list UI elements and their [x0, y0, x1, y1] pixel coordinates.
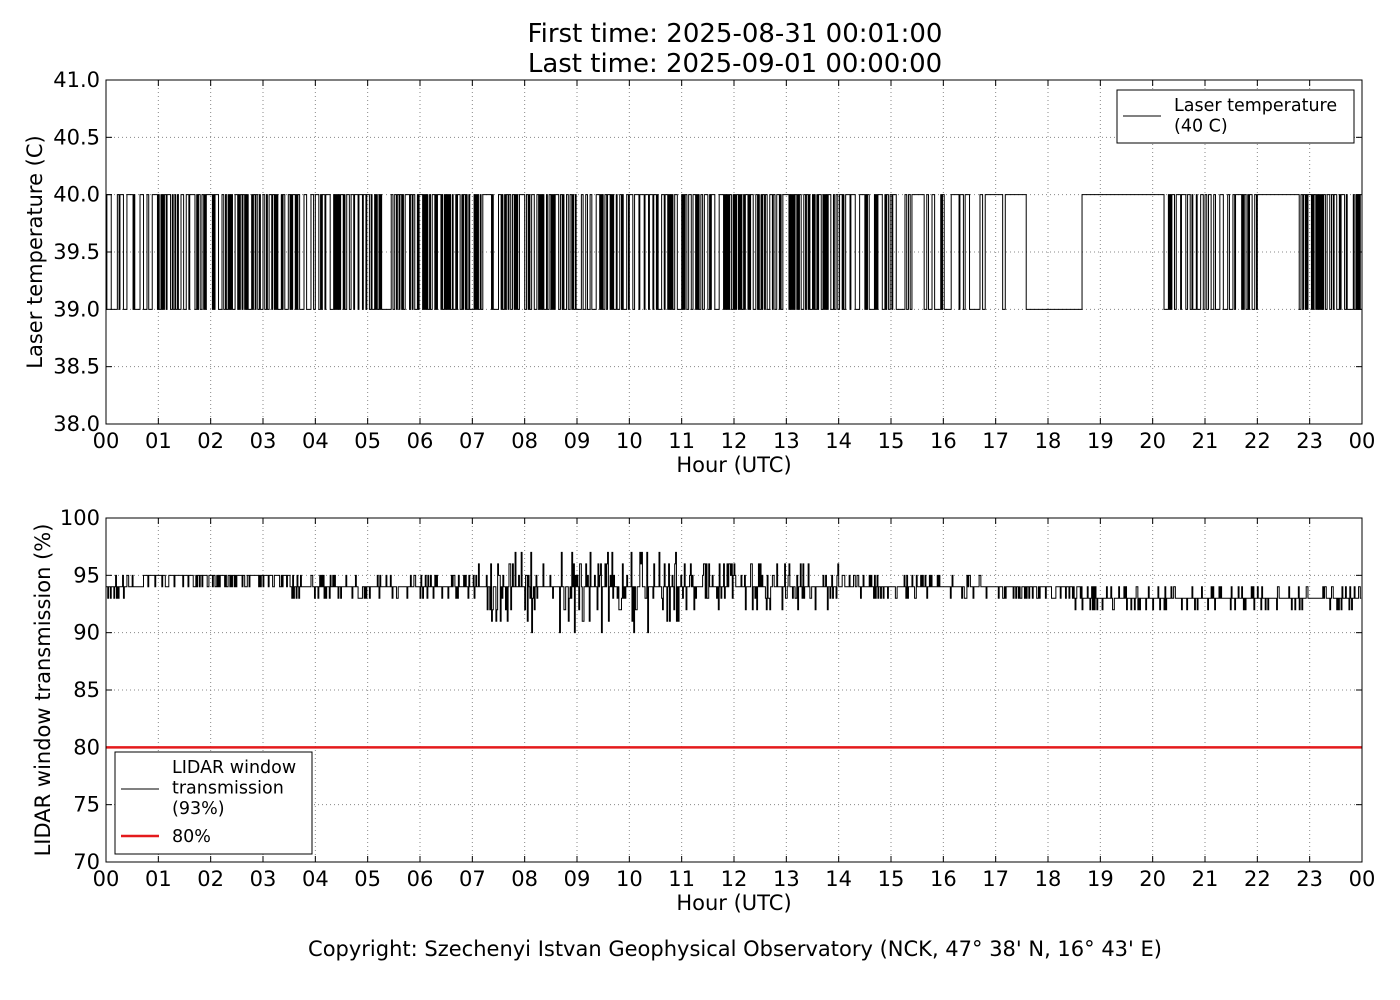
temp-plot-frame [105, 79, 1363, 425]
temp-ytick-label: 41.0 [53, 68, 100, 92]
trans-xtick-label: 15 [878, 867, 905, 891]
temp-xtick-label: 08 [511, 429, 538, 453]
trans-ytick-label: 100 [60, 506, 100, 530]
trans-xtick-label: 19 [1087, 867, 1114, 891]
trans-xtick-label: 00 [1349, 867, 1376, 891]
trans-ytick-label: 95 [73, 563, 100, 587]
lidar-transmission-legend-label: (93%) [172, 799, 225, 819]
temp-ytick-label: 38.0 [53, 412, 100, 436]
chart-title-last-time: Last time: 2025-09-01 00:00:00 [527, 49, 943, 79]
trans-xtick-label: 22 [1244, 867, 1271, 891]
threshold-80-legend-label: 80% [172, 827, 211, 847]
trans-xtick-label: 08 [511, 867, 538, 891]
lidar-transmission-panel: 00 01 02 03 04 05 06 07 08 09 10 11 12 13 14 15 16 17 18 19… [31, 506, 1375, 915]
trans-xtick-label: 14 [825, 867, 852, 891]
trans-ytick-label: 90 [73, 621, 100, 645]
trans-xtick-label: 09 [564, 867, 591, 891]
temp-xtick-label: 22 [1244, 429, 1271, 453]
temp-xtick-label: 07 [459, 429, 486, 453]
trans-yaxis-label: LIDAR window transmission (%) [31, 524, 55, 857]
lidar-transmission-series-line [106, 551, 1362, 634]
temp-xaxis-label: Hour (UTC) [676, 453, 791, 477]
temp-xtick-label: 05 [354, 429, 381, 453]
temp-ytick-label: 40.5 [53, 125, 100, 149]
trans-xtick-label: 11 [668, 867, 695, 891]
laser-temperature-legend-label: Laser temperature [1174, 96, 1337, 116]
temp-xtick-label: 11 [668, 429, 695, 453]
trans-ytick-label: 75 [73, 793, 100, 817]
trans-xtick-label: 06 [407, 867, 434, 891]
copyright-footer: Copyright: Szechenyi Istvan Geophysical … [308, 937, 1162, 961]
temp-xtick-label: 17 [982, 429, 1009, 453]
lidar-transmission-legend-label: LIDAR window [172, 758, 296, 778]
trans-ytick-label: 85 [73, 678, 100, 702]
trans-xtick-label: 12 [721, 867, 748, 891]
trans-ytick-label: 70 [73, 850, 100, 874]
temp-xtick-label: 12 [721, 429, 748, 453]
laser-temperature-series-line [106, 194, 1362, 310]
trans-xtick-label: 13 [773, 867, 800, 891]
trans-xaxis-label: Hour (UTC) [676, 891, 791, 915]
lidar-transmission-legend-label: transmission [172, 779, 284, 799]
temp-xtick-label: 13 [773, 429, 800, 453]
temp-xtick-label: 02 [197, 429, 224, 453]
temp-xtick-label: 00 [1349, 429, 1376, 453]
laser-temperature-panel: 00 01 02 03 04 05 06 07 08 09 10 11 12 13 14 15 16 17 18 19… [23, 68, 1375, 477]
temp-xtick-label: 01 [145, 429, 172, 453]
temp-xtick-label: 03 [250, 429, 277, 453]
temp-xtick-label: 16 [930, 429, 957, 453]
trans-xtick-label: 20 [1139, 867, 1166, 891]
temp-xtick-label: 20 [1139, 429, 1166, 453]
trans-xtick-label: 07 [459, 867, 486, 891]
trans-xtick-label: 04 [302, 867, 329, 891]
temp-xtick-label: 00 [93, 429, 120, 453]
temp-xtick-label: 21 [1192, 429, 1219, 453]
temp-xtick-label: 10 [616, 429, 643, 453]
trans-ytick-label: 80 [73, 735, 100, 759]
trans-xtick-label: 01 [145, 867, 172, 891]
trans-xtick-label: 02 [197, 867, 224, 891]
temp-xtick-label: 06 [407, 429, 434, 453]
trans-plot-frame [105, 517, 1363, 863]
temp-xtick-label: 23 [1296, 429, 1323, 453]
trans-xtick-label: 18 [1035, 867, 1062, 891]
trans-xtick-label: 10 [616, 867, 643, 891]
temp-ytick-label: 38.5 [53, 355, 100, 379]
temp-xtick-label: 18 [1035, 429, 1062, 453]
trans-xtick-label: 17 [982, 867, 1009, 891]
laser-temperature-legend-label: (40 C) [1174, 117, 1228, 137]
temp-xtick-label: 19 [1087, 429, 1114, 453]
trans-xtick-label: 03 [250, 867, 277, 891]
temp-xtick-label: 09 [564, 429, 591, 453]
trans-xtick-label: 00 [93, 867, 120, 891]
trans-xtick-label: 21 [1192, 867, 1219, 891]
temp-yaxis-label: Laser temperature (C) [23, 135, 47, 368]
trans-xtick-label: 16 [930, 867, 957, 891]
trans-xtick-label: 23 [1296, 867, 1323, 891]
trans-xtick-label: 05 [354, 867, 381, 891]
temp-xtick-label: 15 [878, 429, 905, 453]
temp-xtick-label: 14 [825, 429, 852, 453]
temp-ytick-label: 39.0 [53, 297, 100, 321]
chart-title-first-time: First time: 2025-08-31 00:01:00 [527, 19, 943, 49]
temp-xtick-label: 04 [302, 429, 329, 453]
temp-ytick-label: 39.5 [53, 240, 100, 264]
temp-ytick-label: 40.0 [53, 183, 100, 207]
